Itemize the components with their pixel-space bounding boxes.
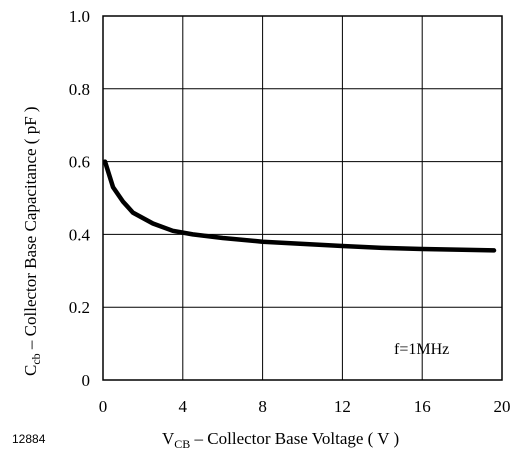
- y-tick-label: 0.8: [69, 80, 90, 99]
- y-axis-label: Ccb – Collector Base Capacitance ( pF ): [21, 106, 43, 376]
- y-tick-label: 0.2: [69, 298, 90, 317]
- y-tick-label: 1.0: [69, 7, 90, 26]
- frequency-annotation: f=1MHz: [394, 341, 449, 358]
- y-tick-labels: 0 0.2 0.4 0.6 0.8 1.0: [69, 7, 91, 390]
- y-tick-label: 0: [82, 371, 91, 390]
- x-tick-label: 0: [99, 397, 108, 416]
- grid-lines: [103, 16, 502, 380]
- capacitance-curve: [102, 159, 497, 253]
- x-axis-label: VCB – Collector Base Voltage ( V ): [162, 429, 399, 451]
- x-tick-label: 8: [258, 397, 267, 416]
- y-tick-label: 0.4: [69, 225, 91, 244]
- y-axis-label-main: C: [21, 365, 40, 376]
- y-axis-label-rest: – Collector Base Capacitance ( pF ): [21, 106, 40, 353]
- x-tick-label: 20: [494, 397, 511, 416]
- figure-id: 12884: [12, 432, 46, 446]
- y-axis-label-sub: cb: [29, 353, 43, 364]
- x-axis-label-rest: – Collector Base Voltage ( V ): [190, 429, 399, 448]
- plot-frame: [102, 15, 503, 381]
- y-tick-label: 0.6: [69, 153, 90, 172]
- x-tick-label: 12: [334, 397, 351, 416]
- x-axis-label-main: V: [162, 429, 175, 448]
- x-tick-labels: 0 4 8 12 16 20: [99, 397, 511, 416]
- x-tick-label: 16: [414, 397, 431, 416]
- x-axis-label-sub: CB: [174, 437, 190, 451]
- x-tick-label: 4: [179, 397, 188, 416]
